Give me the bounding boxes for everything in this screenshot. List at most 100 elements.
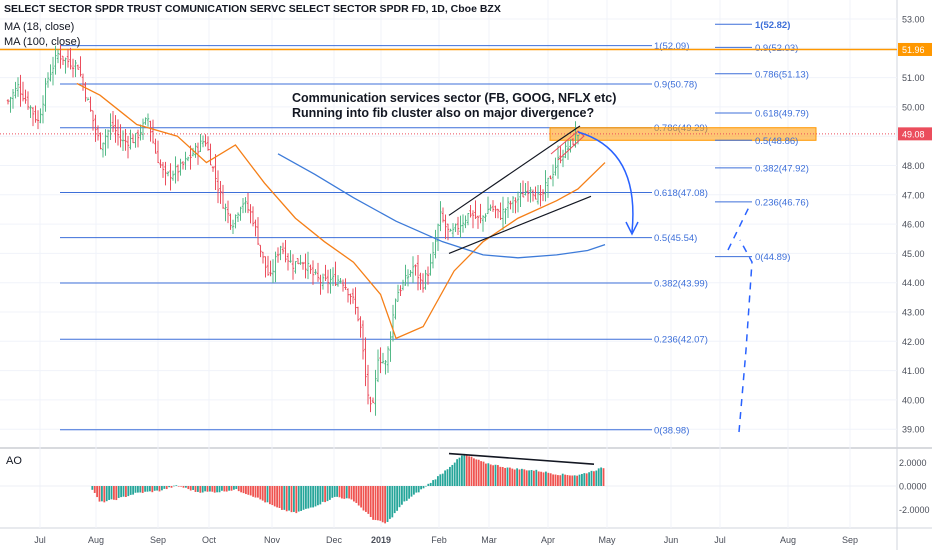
fib-left-label: 1(52.09) [654,41,689,52]
ao-bar [437,476,439,486]
ao-bar [590,470,593,486]
price-tick-label: 51.00 [902,73,925,83]
ao-bar [422,486,425,489]
ao-bar [197,486,199,492]
projection-path-up [738,239,753,433]
ao-bar [266,486,269,503]
ao-bar [175,485,178,486]
ao-bar [113,486,115,500]
ao-bar [151,486,154,493]
wedge-upper-line [448,125,581,216]
ao-bar [600,467,603,486]
ao-divergence-line [448,452,595,465]
ao-bar [273,486,276,507]
ao-bar [381,486,384,523]
ao-bar [473,458,475,486]
time-tick-label: Nov [264,535,281,545]
ao-bar [101,486,103,502]
ao-bar [525,470,528,486]
ao-bar [108,486,111,500]
ao-bar [237,486,240,492]
ao-bar [501,467,504,486]
ao-bar [573,475,576,486]
ao-bar [393,486,396,514]
ao-bar [569,475,571,486]
ma18-line [76,82,606,340]
ao-bar [453,462,456,486]
price-axis-badge [898,127,932,141]
ao-bar [545,471,547,486]
ao-bar [540,471,543,486]
ao-bar [470,456,473,486]
ao-bar [449,466,451,486]
ao-bar [348,486,351,499]
ao-bar [129,486,132,495]
ao-bar [228,486,231,491]
ao-bar [235,486,238,490]
ao-bar [458,457,461,486]
ao-bar [362,486,365,511]
forecast-arrowhead [625,221,639,236]
ao-bar [314,486,317,507]
ao-bar [353,486,355,502]
ao-bar [293,486,295,512]
ao-bar [451,464,454,486]
ao-bar [386,486,389,522]
time-tick-label: Aug [88,535,104,545]
ao-bar [530,470,533,486]
ao-bar [576,475,579,486]
ao-bar [321,486,324,502]
ao-bar [350,486,353,500]
ao-bar [475,459,478,486]
ao-bar [242,486,245,494]
ao-bar [384,486,387,524]
ao-bar [379,486,382,521]
ao-bar [365,486,367,512]
ao-bar [367,486,370,514]
ao-bar [338,486,341,498]
price-axis-badge [898,42,932,56]
ao-bar [564,474,567,486]
ao-bar [511,468,514,486]
ao-bar [497,465,499,486]
ao-bar [278,486,281,508]
ao-bar [209,486,211,492]
ao-bar [566,475,569,486]
ao-bar [163,486,166,489]
ao-bar [132,486,135,495]
ao-bar [259,486,262,500]
time-tick-label: Dec [326,535,343,545]
ao-bar [146,486,149,492]
ao-bar [588,472,591,486]
ao-bar [285,486,288,512]
ao-bar [403,486,406,502]
ao-tick-label: -2.0000 [899,505,930,515]
ao-bar [602,468,605,486]
ao-bar [105,486,108,502]
ao-indicator-label[interactable]: AO [6,455,22,467]
ma100-legend-label[interactable]: MA (100, close) [4,36,81,48]
ao-bar [122,486,125,497]
ao-bar [489,464,492,486]
price-axis-badge-text: 51.96 [902,45,925,55]
ao-bar [117,486,120,498]
ao-bar [408,486,411,499]
ma18-legend-label[interactable]: MA (18, close) [4,21,75,33]
ao-bar [518,469,521,486]
ao-bar [127,486,130,497]
ao-bar [533,470,535,486]
ao-bar [177,486,180,487]
ao-bar [233,486,235,490]
ao-bar [257,486,259,498]
ao-bar [218,486,221,493]
ao-bar [271,486,274,506]
ao-bar [245,486,247,495]
ao-bar [487,463,490,486]
ao-bar [369,486,372,518]
time-tick-label: Mar [481,535,497,545]
ao-bar [427,483,430,486]
ao-bar [413,486,415,495]
ao-bar [144,486,147,492]
ao-bar [165,486,168,490]
